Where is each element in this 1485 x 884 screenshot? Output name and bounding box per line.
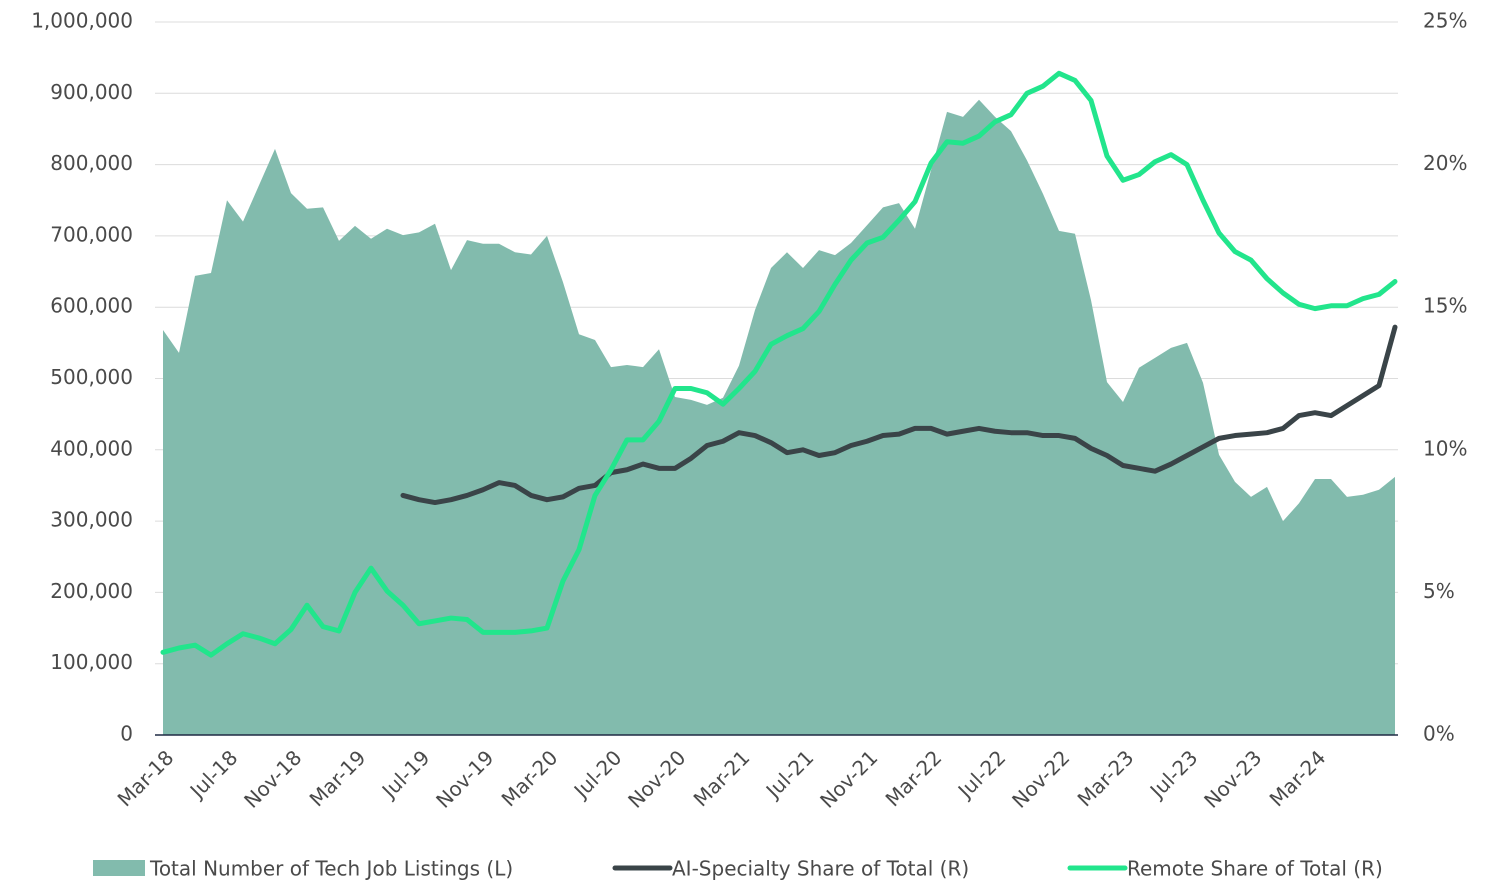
legend-label: Remote Share of Total (R)	[1127, 857, 1383, 881]
x-tick-label: Nov-18	[239, 745, 306, 812]
x-tick-label: Nov-21	[815, 745, 882, 812]
x-tick-label: Mar-18	[113, 745, 179, 811]
x-tick-label: Mar-19	[305, 745, 371, 811]
area	[163, 99, 1395, 736]
x-tick-label: Jul-18	[184, 745, 243, 804]
y-tick-label: 1,000,000	[31, 9, 133, 33]
y-tick-label: 800,000	[50, 151, 133, 175]
x-tick-label: Mar-20	[497, 745, 563, 811]
y-tick-label: 0	[120, 722, 133, 746]
x-tick-label: Nov-23	[1199, 745, 1266, 812]
y-tick-label: 400,000	[50, 436, 133, 460]
y-tick-label: 700,000	[50, 222, 133, 246]
y2-tick-label: 25%	[1423, 9, 1467, 33]
x-tick-label: Jul-21	[760, 745, 819, 804]
x-tick-label: Mar-24	[1265, 745, 1331, 811]
y-tick-label: 500,000	[50, 365, 133, 389]
x-tick-label: Jul-23	[1144, 745, 1203, 804]
x-tick-label: Jul-19	[376, 745, 435, 804]
x-tick-label: Nov-20	[623, 745, 690, 812]
y2-tick-label: 5%	[1423, 579, 1455, 603]
y2-tick-label: 20%	[1423, 151, 1467, 175]
y2-tick-label: 0%	[1423, 722, 1455, 746]
x-tick-label: Jul-22	[952, 745, 1011, 804]
y-tick-label: 100,000	[50, 650, 133, 674]
y2-tick-label: 10%	[1423, 436, 1467, 460]
x-tick-label: Nov-19	[431, 745, 498, 812]
line	[400, 324, 1398, 506]
x-tick-label: Mar-21	[689, 745, 755, 811]
legend-label: Total Number of Tech Job Listings (L)	[149, 857, 513, 881]
y2-tick-label: 15%	[1423, 294, 1467, 318]
x-tick-label: Jul-20	[568, 745, 627, 804]
x-tick-label: Nov-22	[1007, 745, 1074, 812]
y-tick-label: 200,000	[50, 579, 133, 603]
legend-label: AI-Specialty Share of Total (R)	[672, 857, 969, 881]
legend-swatch	[93, 860, 145, 876]
y-tick-label: 900,000	[50, 80, 133, 104]
y-tick-label: 300,000	[50, 508, 133, 532]
y-tick-label: 600,000	[50, 294, 133, 318]
line	[160, 70, 1398, 658]
x-tick-label: Mar-23	[1073, 745, 1139, 811]
x-tick-label: Mar-22	[881, 745, 947, 811]
